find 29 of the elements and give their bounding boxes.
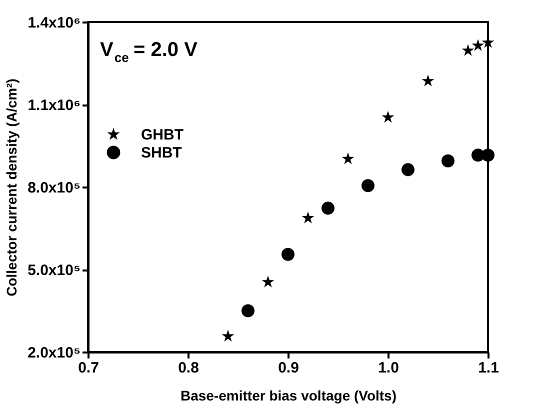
point — [241, 304, 255, 318]
y-tick-label: 5.0x10⁵ — [28, 262, 80, 279]
x-tick-label: 1.1 — [478, 360, 499, 376]
point — [222, 330, 234, 342]
point — [441, 154, 455, 168]
y-tick-label: 1.4x10⁶ — [28, 14, 80, 32]
point — [302, 212, 314, 224]
point — [342, 152, 354, 164]
point — [401, 163, 415, 176]
point — [462, 44, 474, 56]
point — [262, 276, 274, 288]
y-tick-label: 2.0x10⁵ — [28, 344, 80, 362]
x-tick-label: 0.8 — [178, 360, 199, 376]
legend-label: GHBT — [141, 126, 184, 144]
y-axis-title: Collector current density (A/cm²) — [4, 78, 20, 296]
y-tick-label: 8.0x10⁵ — [28, 180, 80, 196]
legend-label: SHBT — [141, 144, 182, 162]
point — [472, 39, 484, 51]
point — [281, 248, 295, 261]
x-tick-label: 1.0 — [378, 360, 399, 376]
point — [361, 179, 375, 192]
y-tick-label: 1.1x10⁶ — [28, 97, 80, 114]
x-tick-label: 0.7 — [78, 360, 99, 376]
point — [481, 148, 495, 162]
x-tick-label: 0.9 — [278, 360, 299, 376]
point — [382, 110, 394, 123]
point — [422, 74, 434, 86]
x-axis-title: Base-emitter bias voltage (Volts) — [180, 388, 397, 404]
point — [321, 202, 335, 215]
